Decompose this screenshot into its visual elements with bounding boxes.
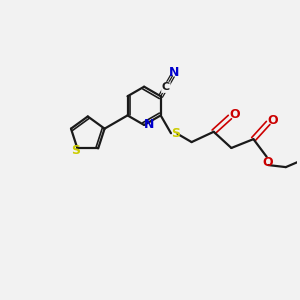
Text: O: O bbox=[267, 113, 278, 127]
Text: C: C bbox=[162, 82, 170, 92]
Text: O: O bbox=[229, 108, 240, 121]
Text: S: S bbox=[171, 127, 180, 140]
Text: N: N bbox=[169, 66, 179, 80]
Text: S: S bbox=[71, 144, 80, 157]
Text: N: N bbox=[144, 118, 154, 131]
Text: O: O bbox=[263, 156, 274, 169]
